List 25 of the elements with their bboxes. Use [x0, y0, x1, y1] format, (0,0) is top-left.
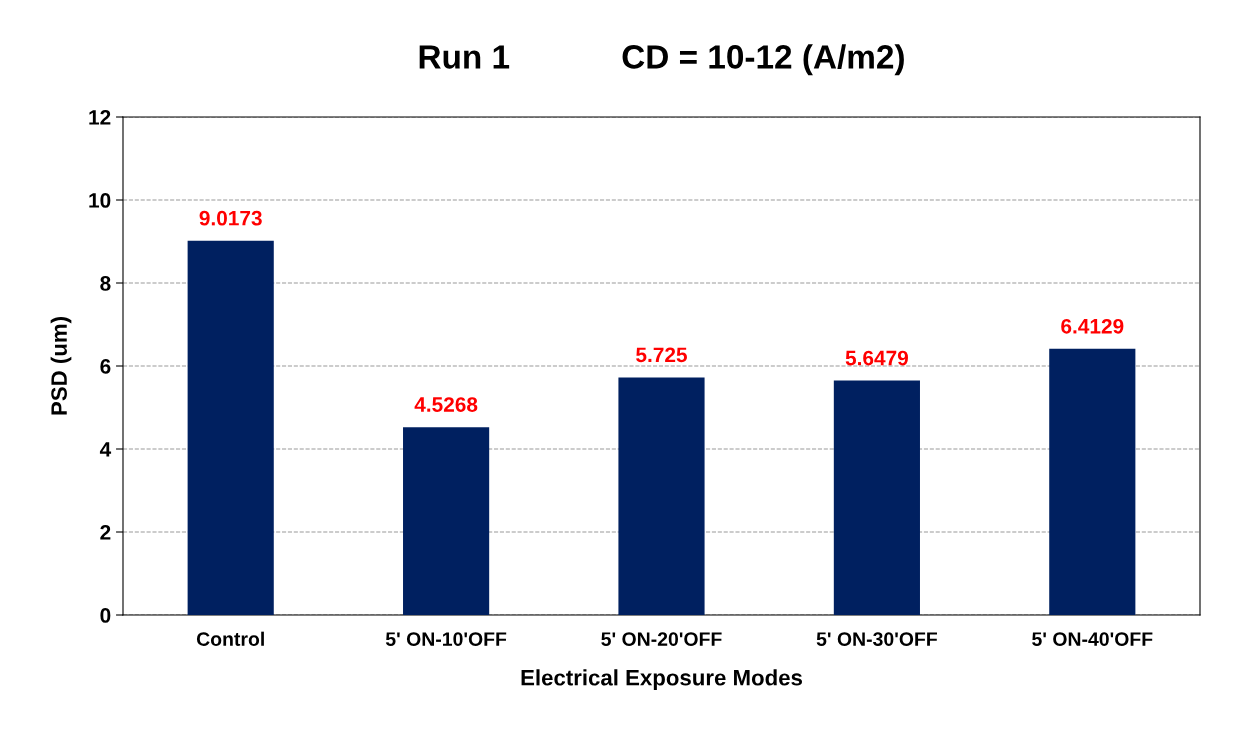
x-tick-label: 5' ON-30'OFF — [816, 632, 937, 646]
data-label: 6.4129 — [1061, 318, 1124, 334]
bar — [403, 427, 490, 615]
data-label: 5.725 — [636, 347, 687, 363]
x-tick-label: 5' ON-10'OFF — [385, 632, 507, 646]
data-label: 4.5268 — [414, 397, 478, 412]
bar — [618, 377, 705, 615]
x-tick-label: 5' ON-40'OFF — [1032, 632, 1153, 646]
y-axis-title: PSD (um) — [50, 317, 72, 415]
y-tick-label: 4 — [99, 442, 112, 457]
bar — [1049, 348, 1136, 615]
y-tick-label: 12 — [89, 110, 111, 125]
y-tick-label: 6 — [100, 359, 111, 374]
x-tick-label: Control — [196, 631, 264, 646]
bar — [833, 380, 920, 615]
y-tick-label: 10 — [89, 193, 111, 208]
data-label: 9.0173 — [199, 210, 262, 226]
y-tick-label: 8 — [100, 276, 111, 291]
data-label: 5.6479 — [845, 350, 908, 366]
bar — [187, 240, 274, 615]
x-tick-label: 5' ON-20'OFF — [601, 632, 722, 646]
chart-title: Run 1 CD = 10-12 (A/m2) — [419, 44, 904, 76]
x-axis-title: Electrical Exposure Modes — [521, 669, 803, 690]
y-tick-label: 0 — [100, 608, 111, 623]
y-tick-label: 2 — [100, 525, 111, 540]
